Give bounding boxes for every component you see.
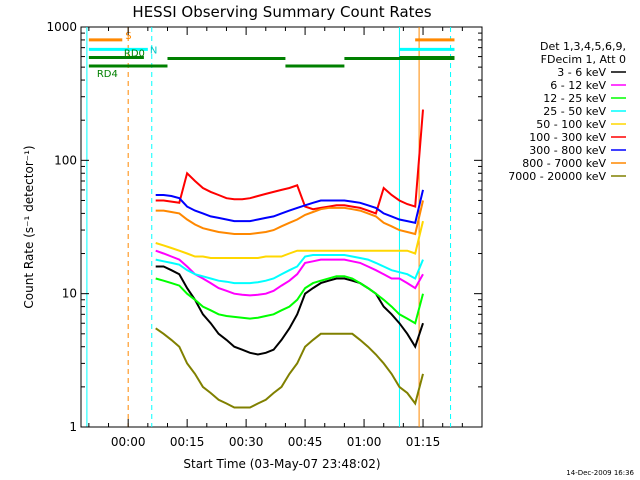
chart-title: HESSI Observing Summary Count Rates: [132, 3, 431, 21]
y-tick-label-1: 10: [62, 287, 77, 301]
x-tick-label-2: 00:30: [229, 435, 264, 449]
series-lines: [155, 109, 424, 409]
x-tick-label-0: 00:00: [111, 435, 146, 449]
series-line-7: [155, 200, 424, 236]
legend-header-0: Det 1,3,4,5,6,9,: [540, 40, 626, 53]
legend-label-1: 6 - 12 keV: [550, 79, 606, 92]
x-tick-label-3: 00:45: [288, 435, 323, 449]
y-tick-label-2: 100: [54, 153, 77, 167]
flag-label-3: RD4: [97, 69, 118, 80]
legend-label-3: 25 - 50 keV: [543, 105, 606, 118]
flag-bars: S N RD0 RD4: [88, 31, 455, 80]
series-line-4: [155, 220, 424, 259]
x-axis: 00:00 00:15 00:30 00:45 01:00 01:15: [88, 27, 483, 449]
legend: Det 1,3,4,5,6,9,FDecim 1, Att 03 - 6 keV…: [508, 40, 626, 183]
series-line-0: [155, 265, 424, 356]
x-tick-label-5: 01:15: [406, 435, 441, 449]
legend-label-6: 300 - 800 keV: [529, 144, 606, 157]
series-line-5: [155, 109, 424, 215]
legend-label-0: 3 - 6 keV: [557, 66, 606, 79]
series-line-6: [155, 189, 424, 224]
legend-label-7: 800 - 7000 keV: [522, 157, 606, 170]
y-axis-label: Count Rate (s⁻¹ detector⁻¹): [22, 145, 36, 308]
y-axis: 1 10 100 1000: [46, 20, 482, 434]
series-line-1: [155, 249, 424, 297]
legend-label-4: 50 - 100 keV: [536, 118, 606, 131]
x-tick-label-1: 00:15: [170, 435, 205, 449]
timestamp: 14-Dec-2009 16:36: [566, 469, 634, 477]
legend-label-2: 12 - 25 keV: [543, 92, 606, 105]
vertical-markers: [86, 27, 452, 427]
y-tick-label-0: 1: [69, 420, 77, 434]
legend-header-1: FDecim 1, Att 0: [541, 53, 626, 66]
legend-label-8: 7000 - 20000 keV: [508, 170, 606, 183]
series-line-2: [155, 275, 424, 325]
legend-label-5: 100 - 300 keV: [529, 131, 606, 144]
x-tick-label-4: 01:00: [347, 435, 382, 449]
y-tick-label-3: 1000: [46, 20, 77, 34]
series-line-8: [155, 327, 424, 409]
series-line-3: [155, 254, 424, 285]
x-axis-label: Start Time (03-May-07 23:48:02): [183, 457, 380, 471]
flag-label-0: S: [125, 31, 131, 42]
flag-label-2: RD0: [124, 49, 145, 60]
plot-frame: [80, 26, 483, 428]
flag-label-1: N: [150, 45, 157, 56]
